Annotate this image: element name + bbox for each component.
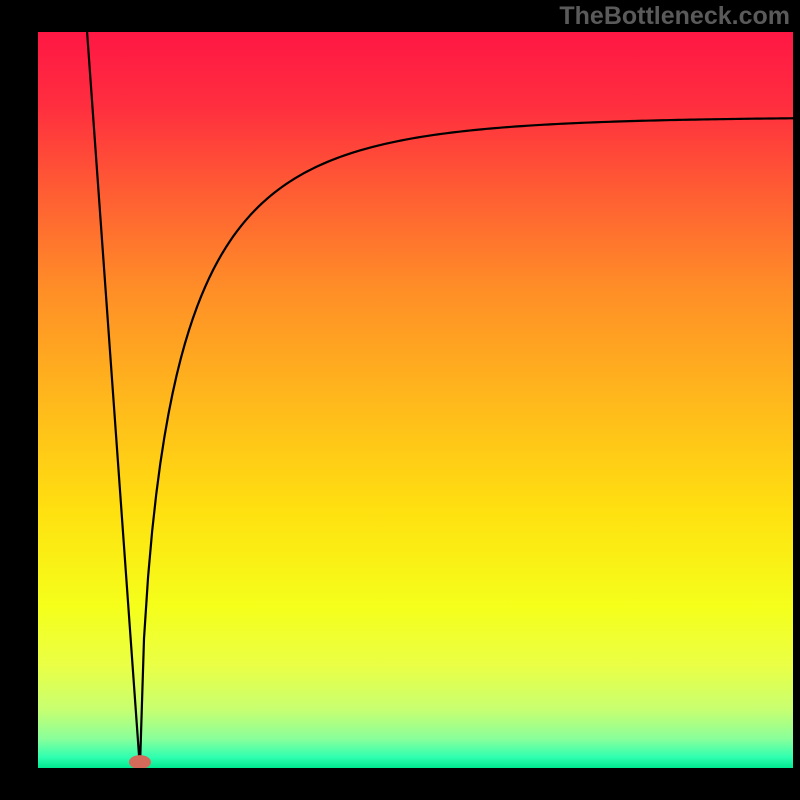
chart-container: TheBottleneck.com	[0, 0, 800, 800]
plot-background	[38, 32, 793, 768]
attribution-label: TheBottleneck.com	[559, 2, 790, 31]
plot-area	[38, 32, 793, 768]
bottleneck-curve-chart	[38, 32, 793, 768]
